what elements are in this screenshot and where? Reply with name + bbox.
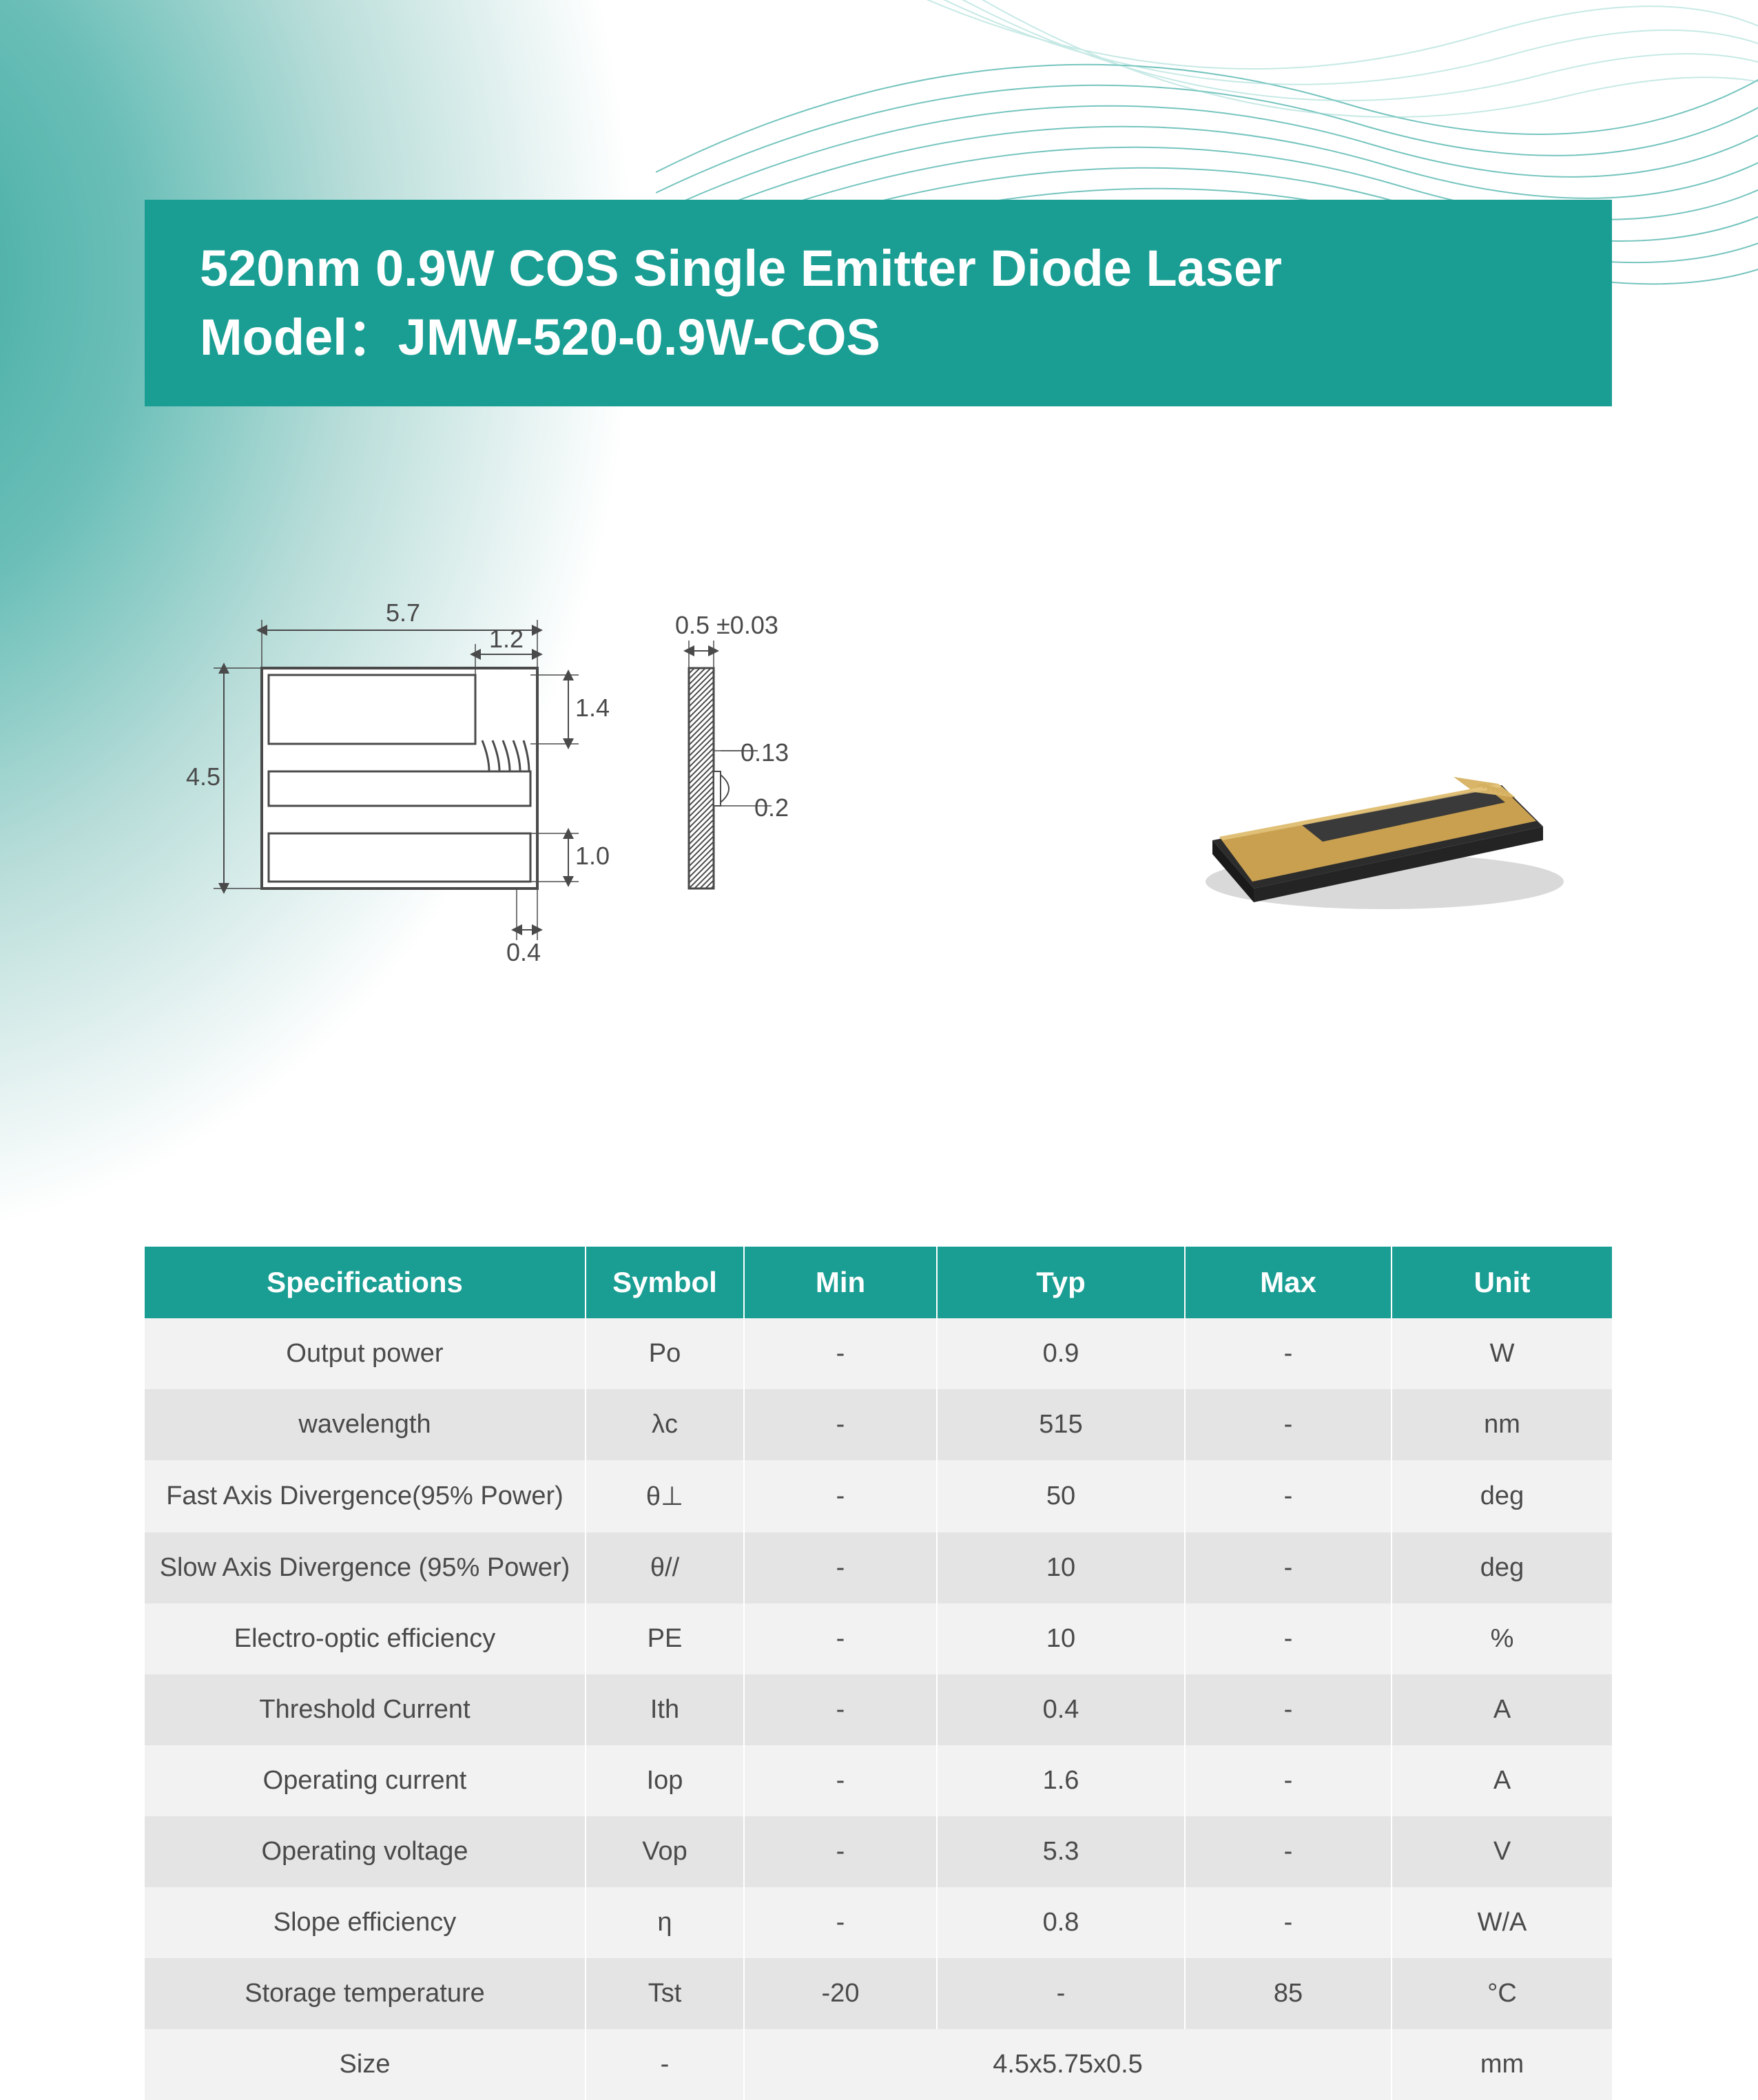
cell-max: - <box>1185 1389 1392 1460</box>
specifications-table: Specifications Symbol Min Typ Max Unit O… <box>145 1247 1612 2100</box>
dim-1-4: 1.4 <box>575 694 610 722</box>
table-row: Electro-optic efficiencyPE-10-% <box>145 1603 1612 1674</box>
cell-symbol: Iop <box>586 1745 744 1816</box>
th-max: Max <box>1185 1247 1392 1318</box>
cell-min: - <box>744 1318 937 1389</box>
table-row: Slow Axis Divergence (95% Power)θ//-10-d… <box>145 1532 1612 1603</box>
cell-symbol: - <box>586 2029 744 2100</box>
cell-typ: - <box>937 1958 1185 2029</box>
cell-max: - <box>1185 1603 1392 1674</box>
table-row: Output powerPo-0.9-W <box>145 1318 1612 1389</box>
cell-max: - <box>1185 1745 1392 1816</box>
title-banner: 520nm 0.9W COS Single Emitter Diode Lase… <box>145 200 1612 406</box>
table-header-row: Specifications Symbol Min Typ Max Unit <box>145 1247 1612 1318</box>
dim-edge: 0.2 <box>754 793 789 822</box>
dim-1-2: 1.2 <box>489 625 524 653</box>
table-row: Operating currentIop-1.6-A <box>145 1745 1612 1816</box>
cell-typ: 4.5x5.75x0.5 <box>744 2029 1392 2100</box>
cell-symbol: Ith <box>586 1674 744 1745</box>
cell-max: - <box>1185 1674 1392 1745</box>
diagram-area: 5.7 1.2 4.5 1.4 1.0 0.4 <box>179 551 1612 1033</box>
cell-spec: Storage temperature <box>145 1958 586 2029</box>
cell-spec: Slow Axis Divergence (95% Power) <box>145 1532 586 1603</box>
cell-unit: deg <box>1392 1532 1612 1603</box>
dim-0-4: 0.4 <box>506 938 541 966</box>
th-typ: Typ <box>937 1247 1185 1318</box>
cell-symbol: Vop <box>586 1816 744 1887</box>
cell-spec: Size <box>145 2029 586 2100</box>
cell-symbol: η <box>586 1887 744 1958</box>
cell-max: 85 <box>1185 1958 1392 2029</box>
cell-unit: °C <box>1392 1958 1612 2029</box>
cell-unit: V <box>1392 1816 1612 1887</box>
cell-symbol: θ⊥ <box>586 1460 744 1532</box>
cell-unit: % <box>1392 1603 1612 1674</box>
cell-min: -20 <box>744 1958 937 2029</box>
cell-typ: 515 <box>937 1389 1185 1460</box>
cell-min: - <box>744 1745 937 1816</box>
cell-unit: A <box>1392 1674 1612 1745</box>
table-row: wavelengthλc-515-nm <box>145 1389 1612 1460</box>
cell-min: - <box>744 1887 937 1958</box>
cell-min: - <box>744 1532 937 1603</box>
cell-spec: Electro-optic efficiency <box>145 1603 586 1674</box>
cell-spec: wavelength <box>145 1389 586 1460</box>
cell-unit: W/A <box>1392 1887 1612 1958</box>
cell-spec: Output power <box>145 1318 586 1389</box>
table-row: Size-4.5x5.75x0.5mm <box>145 2029 1612 2100</box>
cell-unit: nm <box>1392 1389 1612 1460</box>
cell-spec: Operating current <box>145 1745 586 1816</box>
cell-symbol: λc <box>586 1389 744 1460</box>
cell-max: - <box>1185 1460 1392 1532</box>
cell-typ: 10 <box>937 1603 1185 1674</box>
cell-min: - <box>744 1674 937 1745</box>
cell-unit: deg <box>1392 1460 1612 1532</box>
dim-lip: 0.13 <box>741 738 789 767</box>
cell-unit: A <box>1392 1745 1612 1816</box>
cell-typ: 1.6 <box>937 1745 1185 1816</box>
cell-typ: 5.3 <box>937 1816 1185 1887</box>
technical-drawing: 5.7 1.2 4.5 1.4 1.0 0.4 <box>179 585 937 999</box>
cell-max: - <box>1185 1887 1392 1958</box>
cell-typ: 10 <box>937 1532 1185 1603</box>
th-unit: Unit <box>1392 1247 1612 1318</box>
table-row: Storage temperatureTst-20-85°C <box>145 1958 1612 2029</box>
cell-unit: W <box>1392 1318 1612 1389</box>
th-min: Min <box>744 1247 937 1318</box>
dim-4-5: 4.5 <box>186 762 220 791</box>
th-spec: Specifications <box>145 1247 586 1318</box>
table-row: Slope efficiencyη-0.8-W/A <box>145 1887 1612 1958</box>
cell-max: - <box>1185 1816 1392 1887</box>
cell-min: - <box>744 1816 937 1887</box>
product-photo <box>1130 647 1612 937</box>
cell-typ: 0.4 <box>937 1674 1185 1745</box>
cell-unit: mm <box>1392 2029 1612 2100</box>
cell-spec: Slope efficiency <box>145 1887 586 1958</box>
cell-min: - <box>744 1460 937 1532</box>
cell-typ: 0.8 <box>937 1887 1185 1958</box>
dim-5-7: 5.7 <box>386 599 420 627</box>
dim-1-0: 1.0 <box>575 842 610 870</box>
cell-max: - <box>1185 1318 1392 1389</box>
cell-typ: 50 <box>937 1460 1185 1532</box>
cell-spec: Fast Axis Divergence(95% Power) <box>145 1460 586 1532</box>
cell-max: - <box>1185 1532 1392 1603</box>
cell-symbol: θ// <box>586 1532 744 1603</box>
title-line-2: Model：JMW-520-0.9W-COS <box>200 303 1557 372</box>
cell-spec: Operating voltage <box>145 1816 586 1887</box>
cell-symbol: Tst <box>586 1958 744 2029</box>
table-body: Output powerPo-0.9-Wwavelengthλc-515-nmF… <box>145 1318 1612 2100</box>
cell-symbol: Po <box>586 1318 744 1389</box>
cell-min: - <box>744 1603 937 1674</box>
cell-symbol: PE <box>586 1603 744 1674</box>
cell-typ: 0.9 <box>937 1318 1185 1389</box>
cell-spec: Threshold Current <box>145 1674 586 1745</box>
th-symbol: Symbol <box>586 1247 744 1318</box>
title-line-1: 520nm 0.9W COS Single Emitter Diode Lase… <box>200 234 1557 303</box>
cell-min: - <box>744 1389 937 1460</box>
dim-thickness: 0.5 ±0.03 <box>675 611 778 639</box>
table-row: Fast Axis Divergence(95% Power)θ⊥-50-deg <box>145 1460 1612 1532</box>
table-row: Operating voltageVop-5.3-V <box>145 1816 1612 1887</box>
table-row: Threshold CurrentIth-0.4-A <box>145 1674 1612 1745</box>
